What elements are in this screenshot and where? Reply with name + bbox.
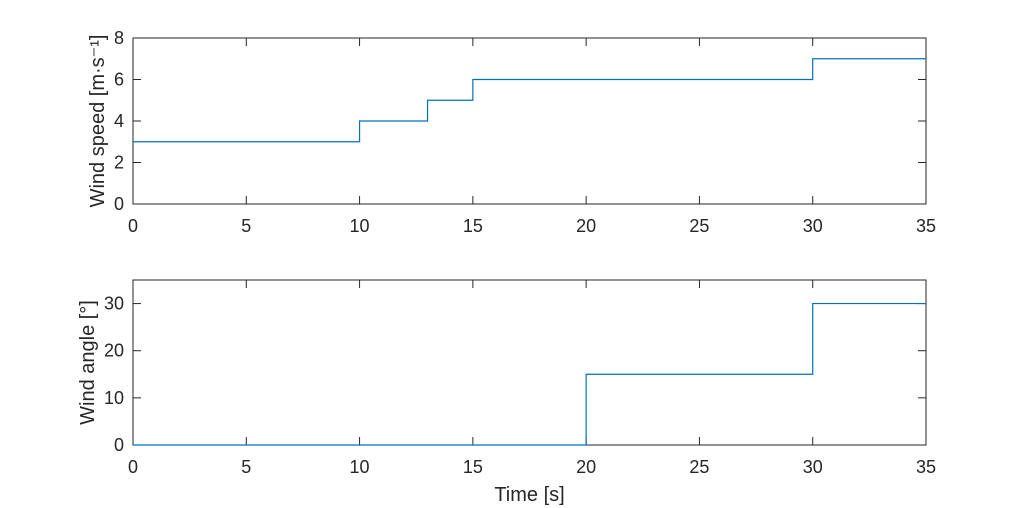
y-axis-label: Wind speed [m·s⁻¹] — [87, 35, 109, 208]
axes-box — [132, 37, 927, 205]
y-tick-label: 0 — [114, 194, 124, 214]
x-axis-label: Time [s] — [494, 484, 564, 506]
x-tick-label: 20 — [576, 457, 596, 477]
y-axis-label: Wind angle [°] — [77, 300, 99, 425]
x-tick-label: 5 — [241, 216, 251, 236]
series-line — [133, 58, 926, 143]
x-tick-label: 20 — [576, 216, 596, 236]
y-tick-label: 6 — [114, 70, 124, 90]
y-tick-label: 2 — [114, 153, 124, 173]
series-line — [133, 302, 926, 446]
x-tick-label: 35 — [916, 457, 936, 477]
x-tick-label: 15 — [463, 457, 483, 477]
x-tick-label: 25 — [689, 216, 709, 236]
y-tick-label: 30 — [104, 294, 124, 314]
x-tick-label: 10 — [350, 457, 370, 477]
y-tick-label: 8 — [114, 28, 124, 48]
y-tick-label: 10 — [104, 388, 124, 408]
x-tick-label: 30 — [803, 457, 823, 477]
y-tick-label: 4 — [114, 111, 124, 131]
x-tick-label: 0 — [128, 216, 138, 236]
x-tick-label: 25 — [689, 457, 709, 477]
x-tick-label: 5 — [241, 457, 251, 477]
y-tick-label: 20 — [104, 341, 124, 361]
y-tick-label: 0 — [114, 435, 124, 455]
x-tick-label: 15 — [463, 216, 483, 236]
x-tick-label: 35 — [916, 216, 936, 236]
axes-box — [132, 279, 927, 446]
x-tick-label: 0 — [128, 457, 138, 477]
x-tick-label: 10 — [350, 216, 370, 236]
x-tick-label: 30 — [803, 216, 823, 236]
